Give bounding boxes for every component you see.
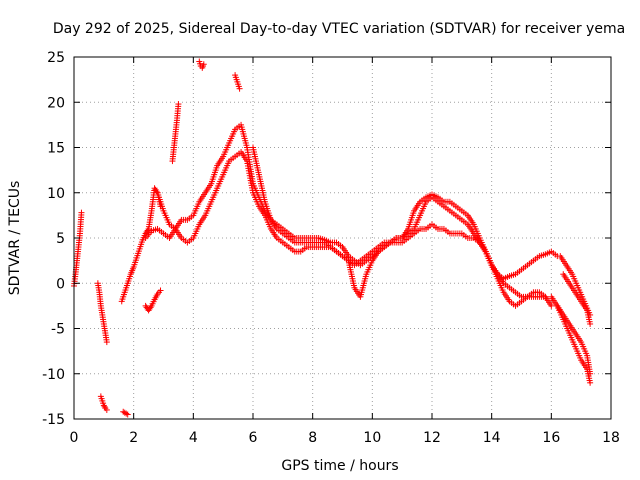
- series-arc-5: [118, 185, 164, 305]
- y-tick-label: 25: [47, 50, 65, 66]
- data-point: [175, 101, 182, 108]
- series-arc-6: [142, 287, 164, 314]
- series-arc-12: [250, 144, 555, 309]
- data-point: [100, 402, 107, 409]
- y-tick-label: 10: [47, 186, 65, 202]
- x-tick-label: 18: [602, 430, 620, 446]
- x-axis-label: GPS time / hours: [281, 458, 398, 474]
- x-tick-label: 2: [129, 430, 138, 446]
- y-tick-label: 5: [56, 231, 65, 247]
- x-tick-label: 12: [423, 430, 441, 446]
- data-points: [71, 58, 594, 418]
- y-tick-label: -5: [51, 322, 65, 338]
- data-point: [548, 302, 555, 309]
- data-point: [103, 339, 110, 346]
- axis-tick-labels: 0 2 4 6 8 10 12 14 16 18 -15 -10 -5 0 5 10 15 20 25: [42, 50, 620, 446]
- y-tick-label: 20: [47, 95, 65, 111]
- series-arc-2: [94, 280, 110, 346]
- x-tick-label: 0: [70, 430, 79, 446]
- data-point: [587, 320, 594, 327]
- y-axis-label: SDTVAR / TECUs: [7, 181, 23, 296]
- series-arc-4: [120, 408, 131, 418]
- y-tick-label: -15: [42, 412, 65, 428]
- x-tick-label: 14: [483, 430, 501, 446]
- axis-ticks: [73, 56, 612, 420]
- y-tick-label: -10: [42, 367, 65, 383]
- data-point: [200, 61, 207, 68]
- x-tick-label: 4: [189, 430, 198, 446]
- series-arc-16: [560, 271, 594, 327]
- series-arc-9: [232, 72, 243, 92]
- x-tick-label: 10: [363, 430, 381, 446]
- x-tick-label: 16: [542, 430, 560, 446]
- data-point: [101, 403, 108, 410]
- series-arc-14: [554, 302, 594, 386]
- x-tick-label: 8: [308, 430, 317, 446]
- x-tick-label: 6: [249, 430, 258, 446]
- data-point: [587, 379, 594, 386]
- data-point: [78, 209, 85, 216]
- data-point: [236, 85, 243, 92]
- series-arc-15: [557, 253, 594, 318]
- data-point: [124, 411, 131, 418]
- series-arc-7: [169, 101, 182, 165]
- series-arc-3: [97, 393, 110, 413]
- data-point: [103, 406, 110, 413]
- series-arc-8: [196, 58, 207, 71]
- data-point: [157, 287, 164, 294]
- y-tick-label: 15: [47, 141, 65, 157]
- data-point: [123, 410, 130, 417]
- y-tick-label: 0: [56, 276, 65, 292]
- chart-title: Day 292 of 2025, Sidereal Day-to-day VTE…: [53, 21, 625, 37]
